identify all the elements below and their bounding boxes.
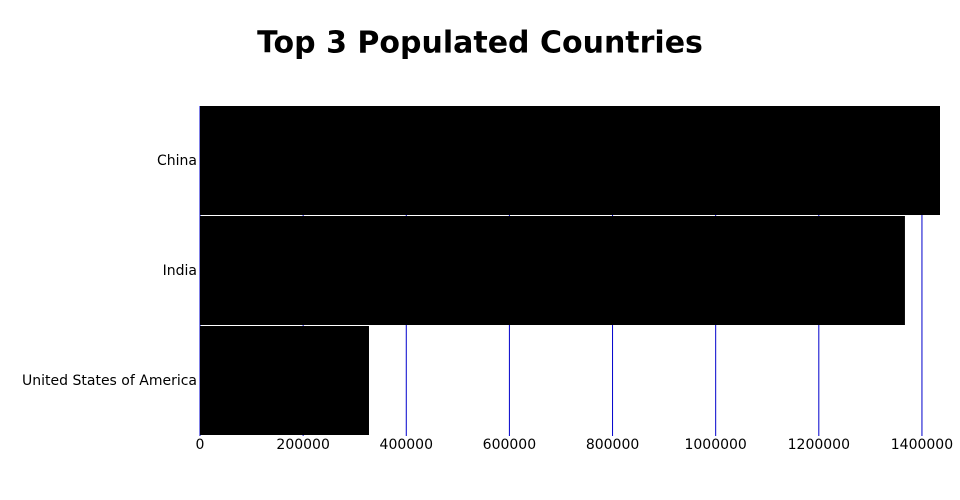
x-tick-label: 1200000 [788, 437, 850, 453]
x-tick-label: 600000 [483, 437, 536, 453]
y-tick-label: United States of America [22, 373, 197, 389]
x-tick-label: 400000 [380, 437, 433, 453]
x-tick-label: 1400000 [891, 437, 953, 453]
chart-title: Top 3 Populated Countries [257, 26, 703, 61]
x-tick-label: 0 [196, 437, 205, 453]
x-tick-label: 800000 [586, 437, 639, 453]
bar [200, 106, 940, 215]
x-tick-label: 1000000 [684, 437, 746, 453]
bar [200, 216, 905, 325]
x-tick-label: 200000 [276, 437, 329, 453]
y-tick-label: India [163, 263, 197, 279]
bar [200, 326, 369, 435]
y-tick-label: China [157, 153, 197, 169]
